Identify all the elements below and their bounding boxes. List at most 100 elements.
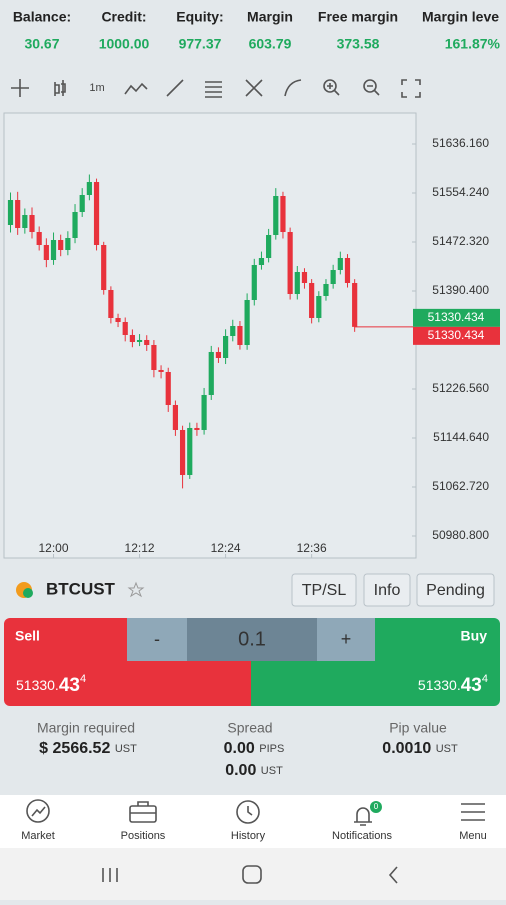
candle-body (352, 282, 358, 327)
candle-body (122, 321, 128, 335)
details: Margin required $ 2566.52 UST Spread 0.0… (37, 720, 458, 780)
spread-value-2: 0.00 UST (225, 762, 283, 779)
order-button-label: Info (374, 582, 401, 599)
ask-tag (413, 308, 500, 327)
candle-body (93, 182, 100, 245)
account-label: Equity: (176, 9, 223, 25)
market-icon[interactable] (26, 799, 50, 823)
badge-count: 0 (374, 802, 379, 811)
spread-label: Spread (227, 720, 272, 736)
candle-body (22, 215, 28, 229)
candle-body (101, 244, 107, 290)
bid-label: 51330.434 (428, 328, 485, 342)
candle-body (337, 258, 343, 271)
toolbar: 1m (11, 79, 421, 98)
account-label: Margin leve (422, 9, 499, 25)
candle-body (43, 244, 49, 260)
y-tick-label: 51636.160 (432, 136, 489, 150)
volume-minus[interactable] (127, 618, 187, 661)
channel-tool[interactable] (205, 81, 222, 98)
history-icon[interactable] (236, 800, 260, 824)
y-tick-label: 51226.560 (432, 381, 489, 395)
x-tick-label: 12:36 (297, 541, 327, 555)
fullscreen[interactable] (401, 79, 421, 98)
line-tool[interactable] (166, 79, 184, 97)
badge (370, 801, 382, 813)
candle-body (323, 283, 329, 296)
bid-tag (413, 326, 500, 345)
nav-label: Market (21, 830, 55, 842)
margin-label: Margin required (37, 720, 135, 736)
account-value: 373.58 (337, 36, 380, 52)
crosshair-tool[interactable] (11, 79, 29, 97)
buy-label: Buy (461, 628, 488, 644)
order-button-label: Pending (426, 582, 485, 599)
candle-body (194, 427, 200, 430)
nav-label: Positions (121, 830, 166, 842)
minus-label: - (154, 629, 160, 649)
candle-body (151, 344, 157, 370)
account-value: 30.67 (24, 36, 59, 52)
volume-plus[interactable] (317, 618, 375, 661)
symbol-name: BTCUST (46, 579, 116, 598)
candle-body (330, 270, 336, 284)
candle-body (50, 239, 57, 260)
fork-tool[interactable] (245, 79, 263, 97)
candle-body (187, 427, 193, 475)
margin-value: $ 2566.52 UST (39, 740, 137, 757)
volume-field[interactable] (187, 618, 317, 661)
order-button[interactable] (363, 573, 411, 607)
pip-value: 0.0010 UST (382, 740, 458, 757)
order-button[interactable] (291, 573, 357, 607)
candle-body (108, 289, 114, 318)
ask-label: 51330.434 (428, 310, 485, 324)
candle-body (266, 234, 272, 259)
positions-icon[interactable] (129, 801, 157, 823)
y-tick-label: 51062.720 (432, 479, 489, 493)
candle-body (230, 325, 236, 336)
candle-body (287, 232, 293, 294)
y-tick-label: 51390.400 (432, 283, 489, 297)
candle-body (215, 351, 222, 358)
favorite-star[interactable] (127, 581, 145, 598)
candle-body (201, 394, 207, 430)
home[interactable] (242, 865, 262, 884)
account-value: 977.37 (179, 36, 222, 52)
zoom-out[interactable] (363, 79, 380, 96)
account-label: Balance: (13, 9, 71, 25)
x-tick-label: 12:24 (211, 541, 241, 555)
account-label: Free margin (318, 9, 398, 25)
candle-body (237, 325, 243, 345)
order-button[interactable] (416, 573, 495, 607)
symbol-row: BTCUST (16, 579, 145, 598)
account-label: Credit: (101, 9, 146, 25)
notifications-icon[interactable] (354, 807, 372, 826)
spread-value: 0.00 PIPS (224, 740, 285, 757)
plus-label: + (341, 629, 352, 649)
candle-body (208, 351, 214, 395)
candle-body (280, 196, 286, 233)
candle-body (251, 264, 257, 300)
candle-tool[interactable] (54, 80, 66, 96)
zoom-in[interactable] (323, 79, 340, 96)
candle-body (15, 200, 21, 229)
curve-tool[interactable] (284, 79, 302, 97)
account-value: 603.79 (249, 36, 292, 52)
candle-body (115, 317, 121, 322)
order-button-label: TP/SL (302, 582, 347, 599)
candlestick-chart: 50980.800 51062.720 51144.640 51226.560 5139… (7, 136, 500, 558)
account-value: 161.87% (445, 36, 501, 52)
recent-apps[interactable] (102, 868, 118, 882)
candle-body (158, 369, 164, 372)
nav-label: History (231, 830, 266, 842)
candle-body (344, 258, 351, 283)
candle-body (36, 232, 42, 245)
candle-body (58, 239, 64, 250)
candle-body (309, 282, 315, 318)
candle-body (172, 404, 179, 430)
indicator-tool[interactable] (124, 82, 148, 95)
back[interactable] (388, 866, 398, 884)
menu-icon[interactable] (461, 803, 485, 821)
timeframe[interactable]: 1m (89, 82, 104, 94)
